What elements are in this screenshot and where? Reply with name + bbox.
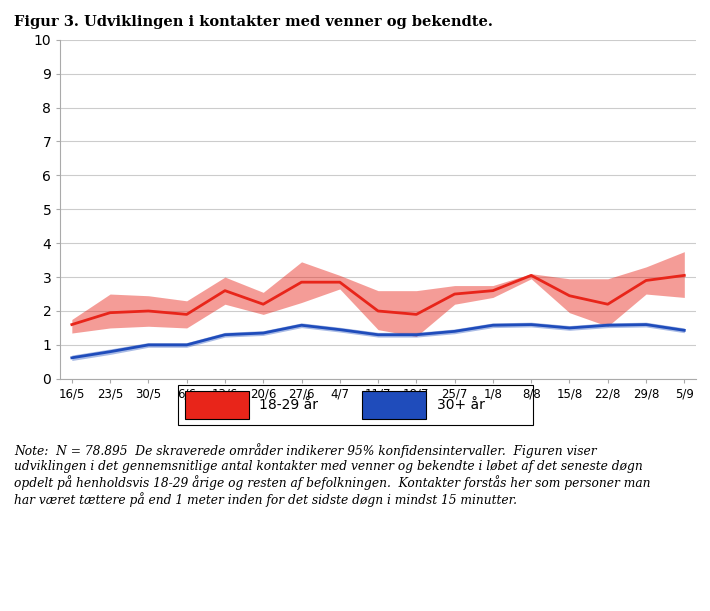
FancyBboxPatch shape [362,391,426,419]
FancyBboxPatch shape [185,391,248,419]
Text: 18-29 år: 18-29 år [259,398,318,412]
Text: 30+ år: 30+ år [437,398,484,412]
Text: Figur 3. Udviklingen i kontakter med venner og bekendte.: Figur 3. Udviklingen i kontakter med ven… [14,15,493,29]
Text: Note:  N = 78.895  De skraverede områder indikerer 95% konfidensintervaller.  Fi: Note: N = 78.895 De skraverede områder i… [14,443,650,507]
